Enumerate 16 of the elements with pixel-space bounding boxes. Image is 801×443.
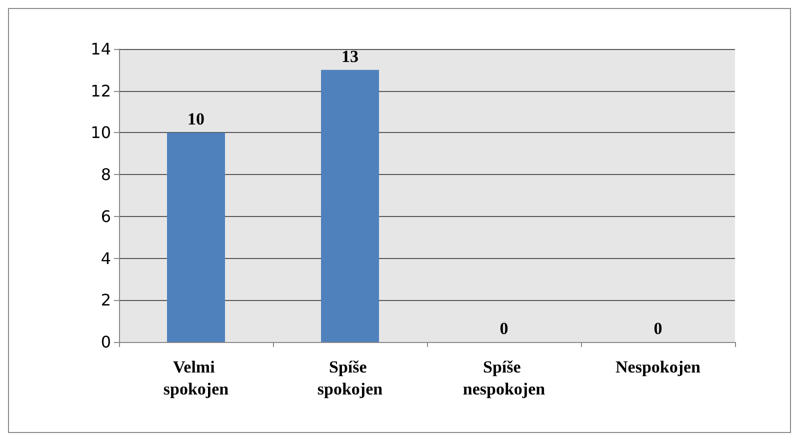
x-tick-label: Spíše nespokojen <box>462 358 546 398</box>
y-tick-label: 0 <box>100 332 111 352</box>
y-tick-label: 2 <box>100 290 111 310</box>
y-tick-label: 6 <box>100 206 111 226</box>
y-tick-label: 10 <box>90 123 111 142</box>
y-tick-label: 14 <box>90 40 111 58</box>
y-tick-label: 8 <box>100 165 111 184</box>
data-label: 0 <box>654 319 662 338</box>
x-tick-label: Nespokojen <box>615 358 702 376</box>
data-label: 13 <box>342 46 358 66</box>
data-label: 10 <box>188 110 204 129</box>
x-tick-label: Spíše spokojen <box>317 358 384 398</box>
y-tick-label: 12 <box>90 81 111 100</box>
y-tick-label: 4 <box>100 248 111 268</box>
data-label: 0 <box>500 319 508 338</box>
x-tick-label: Velmi spokojen <box>163 358 230 398</box>
